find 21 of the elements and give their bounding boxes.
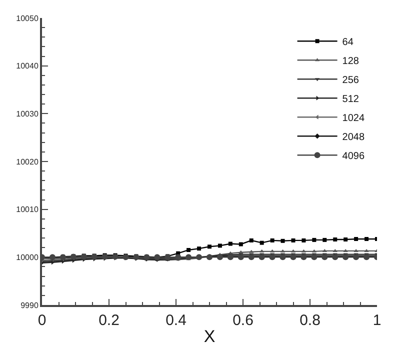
legend-label: 1024 — [342, 113, 365, 124]
legend-label: 128 — [342, 56, 360, 68]
legend-label: 256 — [342, 75, 360, 86]
y-tick-label: 10040 — [16, 62, 39, 71]
x-tick-label: 0.8 — [300, 312, 320, 329]
x-tick-label: 0.6 — [232, 312, 254, 329]
y-tick-label: 10050 — [16, 14, 39, 23]
y-tick-label: 9990 — [20, 300, 39, 310]
legend-label: 64 — [342, 37, 354, 48]
y-tick-label: 10030 — [16, 109, 39, 118]
y-tick-label: 10000 — [16, 252, 39, 262]
x-axis-title: X — [204, 326, 216, 346]
x-tick-label: 0.2 — [98, 312, 120, 329]
x-tick-label: 1 — [372, 312, 382, 329]
legend-label: 2048 — [342, 132, 365, 144]
y-tick-label: 10020 — [16, 157, 39, 166]
y-tick-label: 10010 — [16, 205, 39, 214]
legend-label: 512 — [342, 94, 360, 106]
x-tick-label: 0.4 — [166, 312, 186, 329]
x-tick-label: 0 — [38, 312, 46, 329]
legend-label: 4096 — [342, 151, 365, 162]
